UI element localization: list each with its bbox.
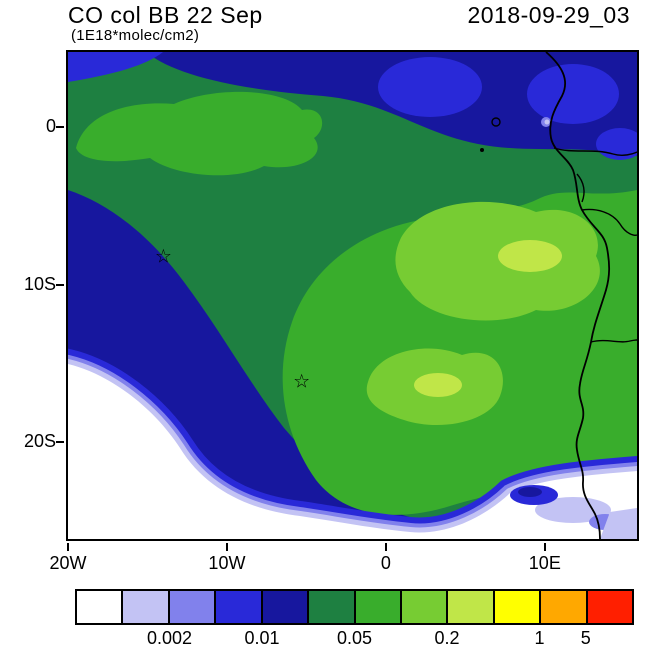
- colorbar-tick-label: 1: [534, 628, 545, 648]
- x-axis-tick: [67, 543, 69, 551]
- colorbar-cell: [448, 591, 495, 623]
- country-border: [553, 147, 637, 156]
- colorbar-cell: [123, 591, 170, 623]
- colorbar-tick-label: 5: [580, 628, 591, 648]
- colorbar-cell: [169, 591, 217, 623]
- country-border: [581, 208, 637, 236]
- x-axis-tick: [543, 543, 546, 551]
- coastline: [545, 52, 611, 539]
- colorbar-cell: [309, 591, 356, 623]
- contour-map: [68, 52, 637, 539]
- colorbar-cell: [401, 591, 449, 623]
- country-border: [590, 339, 637, 343]
- colorbar-tick-label: 0.2: [434, 628, 460, 648]
- contour-palegreen-spot: [414, 373, 462, 397]
- colorbar: [75, 589, 634, 625]
- contour-darkblue-core: [518, 487, 542, 497]
- y-axis-label: 20S: [23, 430, 56, 451]
- colorbar-tick-label: 0.002: [146, 628, 193, 648]
- country-border: [576, 173, 585, 203]
- colorbar-cell: [494, 591, 542, 623]
- contour-lightgreen-patch: [395, 201, 600, 321]
- contour-topleft-blue: [68, 52, 163, 82]
- y-axis-tick: [56, 126, 64, 129]
- island-dot: [480, 148, 484, 152]
- map-plot-area: ☆ ☆: [66, 50, 639, 541]
- contour-blue-blob: [378, 57, 482, 117]
- contour-blue-blob: [527, 64, 619, 124]
- colorbar-cell: [262, 591, 310, 623]
- colorbar-cell: [355, 591, 402, 623]
- chart-title: CO col BB 22 Sep: [68, 2, 263, 28]
- contour-band-diagonal-darkblue: [68, 190, 637, 539]
- colorbar-cell: [216, 591, 263, 623]
- colorbar-tick-label: 0.01: [244, 628, 280, 648]
- y-axis-tick: [56, 440, 64, 443]
- x-axis-label: 20W: [49, 553, 87, 573]
- y-axis-label: 10S: [23, 273, 56, 294]
- colorbar-tick-label: 0.05: [336, 628, 373, 648]
- x-axis-label: 10W: [208, 553, 246, 573]
- colorbar-cell: [587, 591, 633, 623]
- chart-timestamp: 2018-09-29_03: [467, 2, 630, 28]
- x-axis-tick: [225, 543, 228, 551]
- x-axis-tick: [384, 543, 387, 551]
- y-axis-tick: [56, 283, 64, 286]
- island-outline: [491, 117, 501, 127]
- colorbar-cell: [541, 591, 588, 623]
- colorbar-cell: [77, 591, 124, 623]
- contour-green-patch-upperleft: [76, 91, 323, 176]
- x-axis-label: 10E: [528, 553, 561, 573]
- y-axis-label: 0: [45, 116, 56, 137]
- contour-lavender-patch: [535, 497, 611, 523]
- x-axis-label: 0: [380, 553, 391, 573]
- contour-corner-lavender: [600, 508, 637, 539]
- contour-lavender-spot: [544, 119, 550, 125]
- chart-units-label: (1E18*molec/cm2): [71, 27, 200, 44]
- contour-palegreen-spot: [498, 240, 562, 272]
